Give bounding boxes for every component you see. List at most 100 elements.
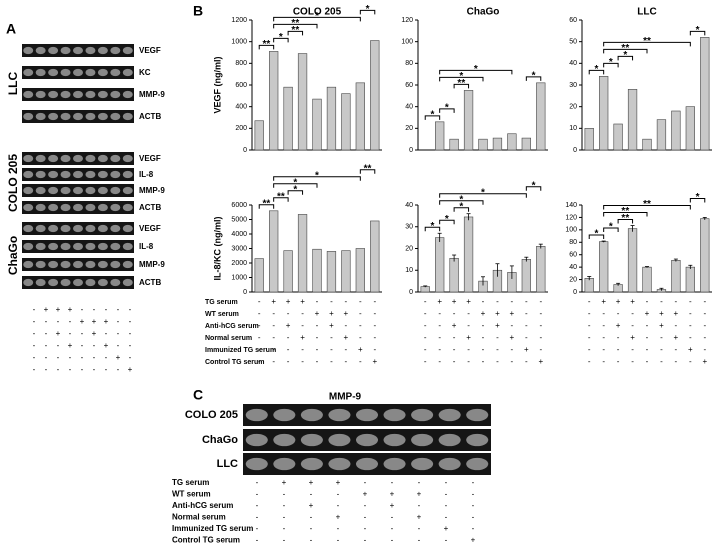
table-cell: - [438,357,441,366]
table-cell: - [617,357,620,366]
bar [656,119,667,151]
cell-line-label: COLO 205 [6,154,20,212]
table-cell: - [93,365,96,374]
table-cell: - [445,490,448,499]
significance-bracket [258,204,275,209]
gel-band [122,224,133,233]
significance-bracket [525,186,542,191]
table-cell: - [117,329,120,338]
table-cell: - [373,321,376,330]
table-cell: - [631,321,634,330]
gel-band [23,242,34,251]
gel-band [273,433,296,447]
y-tick-label: 600 [235,82,247,89]
table-cell: - [283,501,286,510]
bar [536,246,546,293]
significance-label: ** [277,191,285,202]
table-cell: - [345,357,348,366]
bar [700,218,710,293]
y-tick-label: 80 [405,60,413,67]
gel-band [85,170,96,179]
gel-band [60,170,71,179]
table-cell: - [364,513,367,522]
table-cell: - [258,321,261,330]
gene-label: IL-8 [139,170,154,179]
significance-label: * [430,109,434,120]
table-cell: + [44,305,49,314]
significance-label: * [696,25,700,36]
y-tick-label: 60 [569,17,577,24]
table-cell: - [33,305,36,314]
gel-band [85,242,96,251]
y-tick-label: 3000 [231,245,247,252]
table-cell: + [300,297,305,306]
bar [599,241,609,293]
gel-band [122,242,133,251]
table-cell: + [510,309,515,318]
gel-band [23,90,34,99]
table-cell: - [418,524,421,533]
significance-label: * [366,4,370,15]
table-row-label: Control TG serum [205,359,265,366]
table-cell: - [391,536,394,545]
table-cell: - [256,478,259,487]
gel-band [35,90,46,99]
table-cell: - [364,478,367,487]
panel-label: B [193,3,203,19]
gel-band [122,278,133,287]
gel-band [355,457,379,471]
table-cell: - [316,357,319,366]
table-cell: - [496,345,499,354]
gel-title: MMP-9 [329,392,362,403]
table-cell: - [364,536,367,545]
bar [312,98,322,151]
gel-band [60,90,71,99]
table-cell: + [92,329,97,338]
gel-band [23,112,34,121]
gel-band [110,112,121,121]
table-cell: - [81,365,84,374]
bar [435,237,445,293]
table-cell: - [256,501,259,510]
gel-band [273,408,296,422]
gel-band [23,203,34,212]
gel-band [35,112,46,121]
gel-band [35,186,46,195]
gel-band [85,278,96,287]
significance-bracket [588,69,605,75]
table-cell: - [258,357,261,366]
table-row-label: Normal serum [205,335,252,342]
gel-band [110,68,121,77]
table-row-label: TG serum [172,478,209,487]
table-cell: - [588,333,591,342]
gel-band [110,154,121,163]
gel-band [85,112,96,121]
panel-label: C [193,387,203,403]
chart-title: COLO 205 [293,7,342,18]
table-cell: + [286,297,291,306]
y-tick-label: 20 [405,245,413,252]
table-cell: + [481,309,486,318]
bar [341,250,351,293]
table-cell: + [68,305,73,314]
table-cell: - [129,317,132,326]
table-cell: - [330,357,333,366]
bar [521,259,531,293]
table-cell: - [525,309,528,318]
bar [283,250,293,293]
significance-label: * [430,221,434,232]
significance-bracket [273,176,361,181]
table-cell: - [703,321,706,330]
table-cell: + [645,309,650,318]
table-cell: - [675,297,678,306]
table-cell: - [472,513,475,522]
gel-band [355,408,379,422]
y-tick-label: 30 [569,82,577,89]
significance-bracket [603,212,648,217]
bar [326,251,337,293]
table-cell: - [129,305,132,314]
significance-label: * [594,64,598,75]
table-cell: - [472,478,475,487]
y-tick-label: 100 [401,39,413,46]
